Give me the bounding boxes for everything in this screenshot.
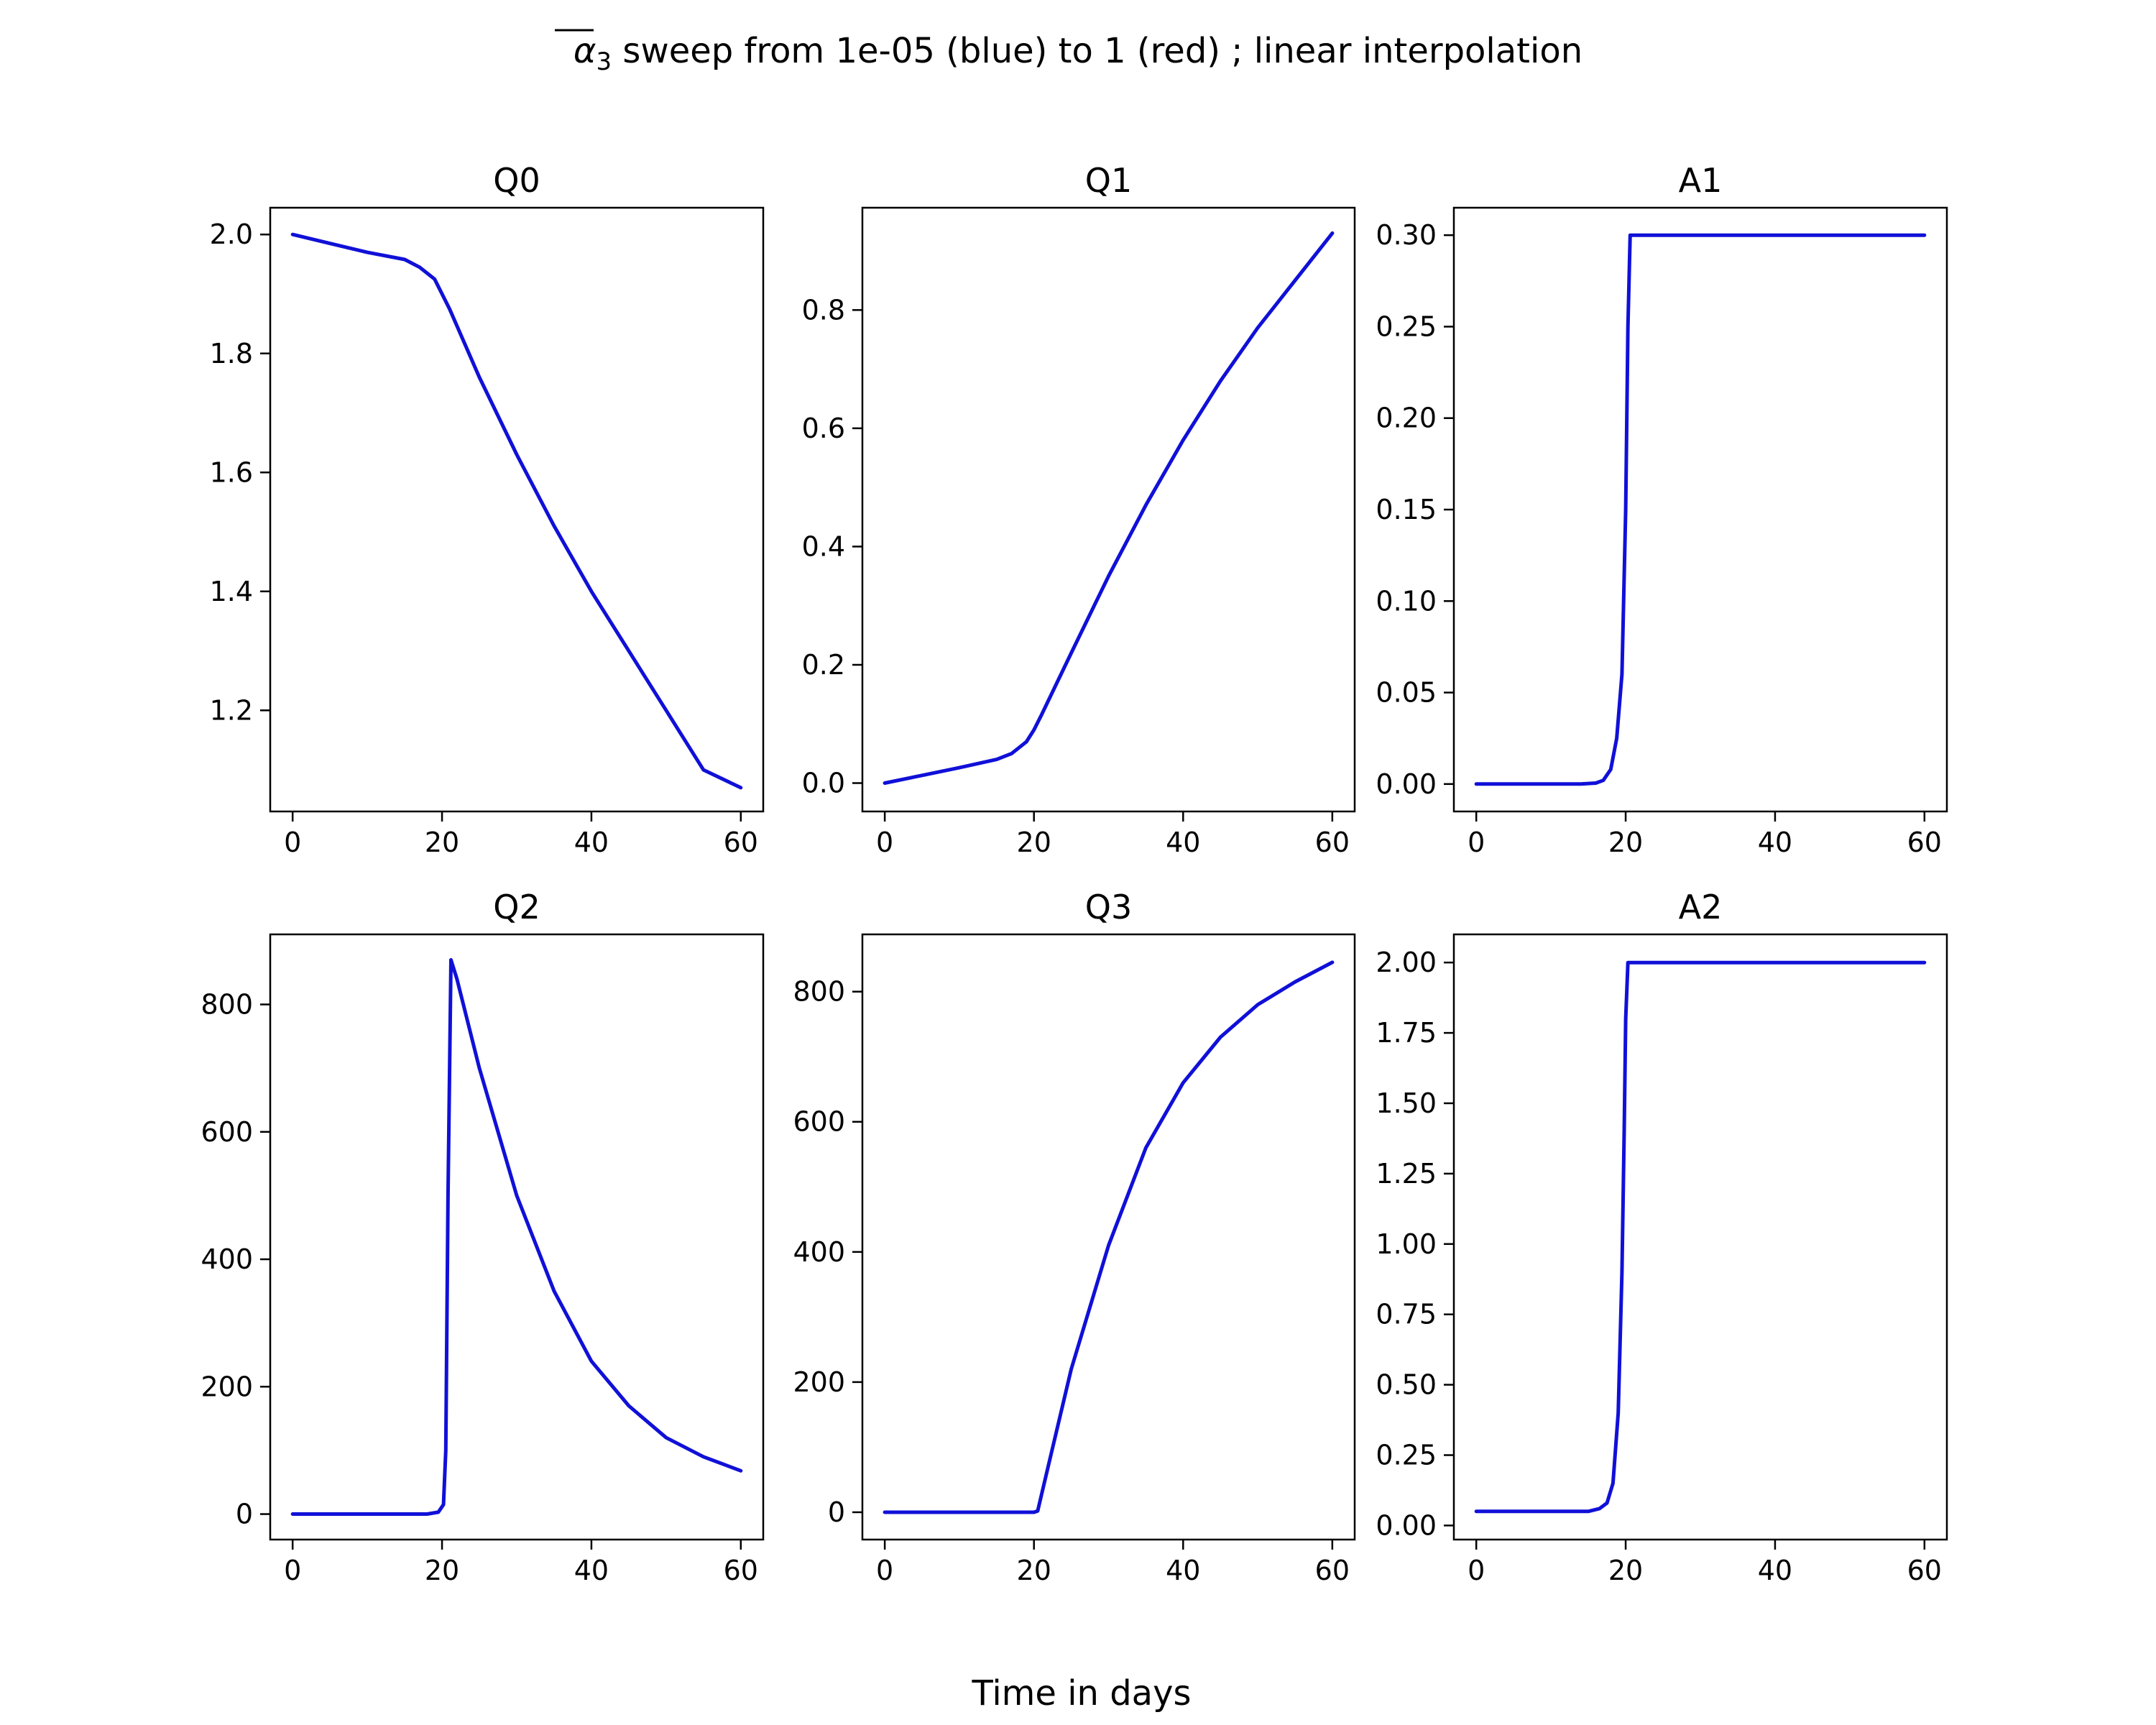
y-tick-label: 400 — [201, 1243, 253, 1275]
y-tick-label: 600 — [793, 1106, 845, 1138]
x-tick-label: 40 — [1758, 827, 1792, 858]
figure-suptitle: α3 sweep from 1e-05 (blue) to 1 (red) ; … — [573, 31, 1583, 76]
x-tick-label: 0 — [876, 1555, 893, 1586]
y-tick-label: 0.4 — [802, 530, 845, 562]
series-line — [290, 232, 743, 790]
axes-frame — [269, 933, 765, 1541]
series-line — [1474, 960, 1927, 1514]
y-tick-label: 1.6 — [210, 456, 253, 488]
x-tick-label: 60 — [1907, 827, 1942, 858]
panel-title: A1 — [1679, 161, 1723, 200]
x-tick-label: 0 — [1468, 1555, 1485, 1586]
panel-title: Q1 — [1085, 161, 1132, 200]
x-tick-label: 0 — [876, 827, 893, 858]
x-tick-label: 20 — [425, 827, 459, 858]
x-tick-label: 20 — [1017, 827, 1051, 858]
y-tick-label: 200 — [201, 1371, 253, 1402]
y-tick-label: 200 — [793, 1366, 845, 1398]
suptitle-subscript: 3 — [596, 47, 612, 76]
series-line — [883, 960, 1335, 1514]
suptitle-symbol: α — [573, 31, 596, 71]
y-tick-label: 0.05 — [1376, 677, 1437, 709]
panel-a1: A1 0 20 40 60 0.00 0.05 0.10 0.15 0.20 0.25 0.30 — [1376, 161, 1948, 858]
y-tick-label: 0 — [828, 1496, 845, 1528]
figure-xlabel: Time in days — [971, 1673, 1191, 1714]
y-tick-label: 800 — [793, 976, 845, 1008]
y-tick-label: 0.25 — [1376, 1440, 1437, 1471]
suptitle-text: sweep from 1e-05 (blue) to 1 (red) ; lin… — [612, 31, 1583, 71]
x-tick-label: 60 — [724, 1555, 758, 1586]
x-tick-label: 0 — [284, 1555, 301, 1586]
axes-frame — [1452, 933, 1948, 1541]
x-tick-label: 20 — [1608, 1555, 1643, 1586]
y-tick-label: 0.75 — [1376, 1299, 1437, 1330]
y-tick-label: 1.75 — [1376, 1017, 1437, 1049]
y-tick-label: 600 — [201, 1116, 253, 1148]
y-tick-label: 1.25 — [1376, 1158, 1437, 1190]
x-tick-label: 20 — [425, 1555, 459, 1586]
x-tick-label: 60 — [1315, 827, 1350, 858]
y-tick-label: 0.25 — [1376, 310, 1437, 342]
x-tick-label: 60 — [1907, 1555, 1942, 1586]
y-tick-label: 0.2 — [802, 649, 845, 681]
y-tick-label: 1.8 — [210, 338, 253, 369]
panel-a2: A2 0 20 40 60 0.00 0.25 0.50 0.75 1.00 1.25 1.50 1.7… — [1376, 888, 1948, 1586]
y-tick-label: 1.2 — [210, 694, 253, 726]
x-tick-label: 20 — [1608, 827, 1643, 858]
axes-frame — [1452, 206, 1948, 813]
x-tick-label: 60 — [724, 827, 758, 858]
y-tick-label: 0.15 — [1376, 494, 1437, 525]
y-tick-label: 0.20 — [1376, 402, 1437, 434]
x-tick-label: 0 — [284, 827, 301, 858]
y-tick-label: 0.00 — [1376, 1509, 1437, 1541]
y-tick-label: 400 — [793, 1236, 845, 1268]
x-tick-label: 20 — [1017, 1555, 1051, 1586]
y-tick-label: 0.30 — [1376, 219, 1437, 251]
series-line — [1474, 233, 1927, 786]
y-tick-label: 1.4 — [210, 576, 253, 607]
axes-frame — [269, 206, 765, 813]
y-tick-label: 0.0 — [802, 768, 845, 799]
y-tick-label: 0.50 — [1376, 1369, 1437, 1401]
y-tick-label: 0 — [236, 1499, 253, 1530]
series-line — [290, 958, 743, 1516]
panel-title: Q3 — [1085, 888, 1132, 926]
x-tick-label: 40 — [574, 827, 609, 858]
panel-title: A2 — [1679, 888, 1723, 926]
x-tick-label: 40 — [1166, 827, 1200, 858]
x-tick-label: 60 — [1315, 1555, 1350, 1586]
y-tick-label: 800 — [201, 988, 253, 1020]
axes-frame — [861, 206, 1356, 813]
y-tick-label: 1.00 — [1376, 1228, 1437, 1260]
axes-frame — [861, 933, 1356, 1541]
panel-q0: Q0 0 20 40 60 1.2 1.4 1.6 1.8 2.0 — [210, 161, 765, 858]
panel-title: Q2 — [493, 888, 540, 926]
series-line — [883, 231, 1335, 785]
x-tick-label: 0 — [1468, 827, 1485, 858]
x-tick-label: 40 — [1166, 1555, 1200, 1586]
y-tick-label: 2.0 — [210, 218, 253, 250]
y-tick-label: 0.10 — [1376, 585, 1437, 617]
x-tick-label: 40 — [574, 1555, 609, 1586]
x-tick-label: 40 — [1758, 1555, 1792, 1586]
y-tick-label: 0.00 — [1376, 768, 1437, 800]
y-tick-label: 2.00 — [1376, 947, 1437, 978]
y-tick-label: 0.6 — [802, 413, 845, 444]
y-tick-label: 1.50 — [1376, 1087, 1437, 1119]
y-tick-label: 0.8 — [802, 294, 845, 326]
panel-q1: Q1 0 20 40 60 0.0 0.2 0.4 0.6 0.8 — [802, 161, 1356, 858]
panel-title: Q0 — [493, 161, 540, 200]
